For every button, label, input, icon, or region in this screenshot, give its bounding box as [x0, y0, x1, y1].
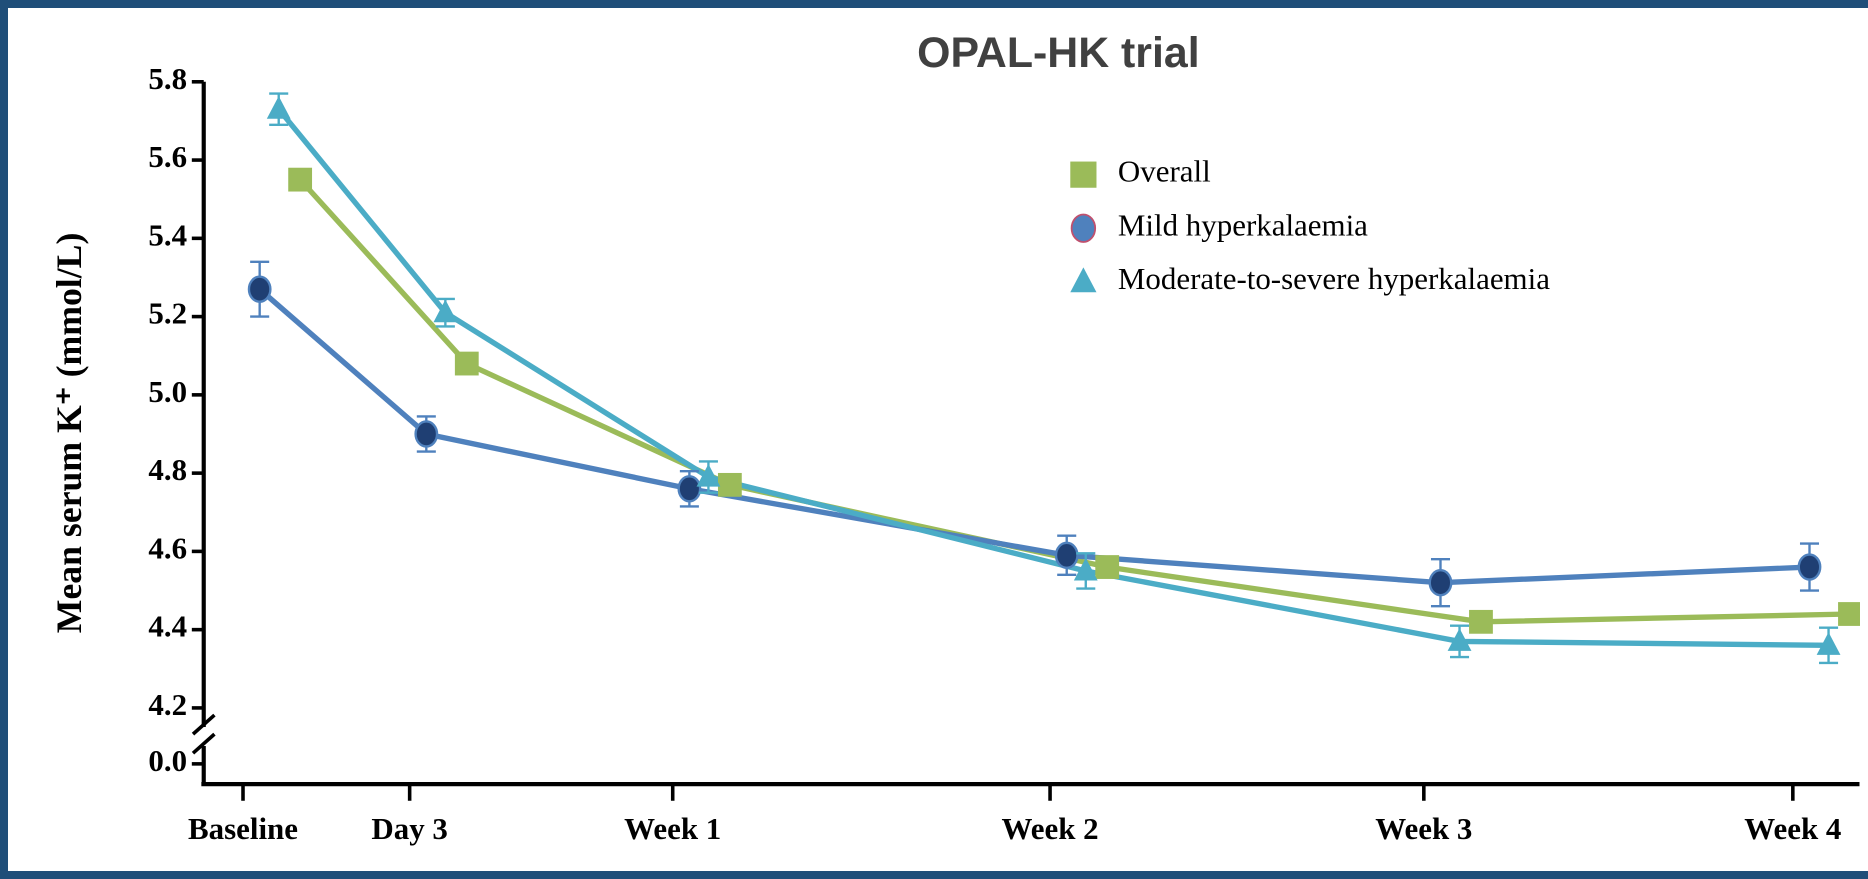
y-tick-label: 5.8: [148, 61, 187, 96]
data-point: [1447, 628, 1472, 651]
chart-title: OPAL-HK trial: [917, 29, 1199, 77]
legend-label: Mild hyperkalaemia: [1118, 207, 1368, 242]
data-point: [677, 475, 702, 503]
y-axis-label: Mean serum K⁺ (mmol/L): [49, 233, 89, 634]
series-line: [298, 177, 1851, 625]
data-point: [1838, 602, 1860, 626]
data-point: [1428, 569, 1453, 597]
axis-break: [191, 732, 216, 755]
y-tick-label: 5.6: [148, 139, 187, 174]
data-point: [288, 167, 313, 192]
data-point: [247, 275, 272, 303]
data-point: [1095, 555, 1120, 579]
legend-label: Overall: [1118, 154, 1211, 189]
data-point: [1797, 553, 1822, 581]
y-tick-label: 5.4: [148, 217, 187, 252]
x-tick-label: Day 3: [371, 811, 447, 846]
legend-marker: [1070, 267, 1097, 293]
data-point: [717, 472, 742, 497]
legend-marker: [1070, 161, 1097, 188]
legend-label: Moderate-to-severe hyperkalaemia: [1118, 261, 1550, 296]
data-point: [266, 96, 291, 119]
legend-marker: [1070, 213, 1097, 243]
x-tick-label: Week 4: [1744, 811, 1841, 846]
x-tick-label: Week 3: [1375, 811, 1472, 846]
y-tick-label: 5.2: [148, 296, 187, 331]
y-tick-label: 4.6: [148, 530, 187, 565]
y-tick-label: 4.2: [148, 687, 187, 722]
x-tick-label: Week 1: [624, 811, 721, 846]
data-point: [1469, 609, 1493, 634]
data-point: [433, 299, 458, 323]
series-line: [257, 287, 1810, 586]
data-point: [1054, 541, 1079, 569]
y-tick-label: 4.8: [148, 452, 187, 487]
y-tick-label: 4.4: [148, 609, 187, 644]
data-point: [414, 420, 439, 448]
x-tick-label: Week 2: [1002, 811, 1099, 846]
data-point: [1816, 632, 1841, 655]
data-point: [454, 351, 479, 376]
series-line: [276, 107, 1829, 648]
axis-break: [191, 713, 216, 736]
x-tick-label: Baseline: [188, 811, 298, 846]
data-point: [1073, 557, 1098, 581]
y-tick-label: 0.0: [148, 743, 187, 778]
data-point: [696, 463, 721, 487]
chart: OPAL-HK trial Mean serum K⁺ (mmol/L) 0.0…: [49, 29, 1860, 846]
y-tick-label: 5.0: [148, 374, 187, 409]
